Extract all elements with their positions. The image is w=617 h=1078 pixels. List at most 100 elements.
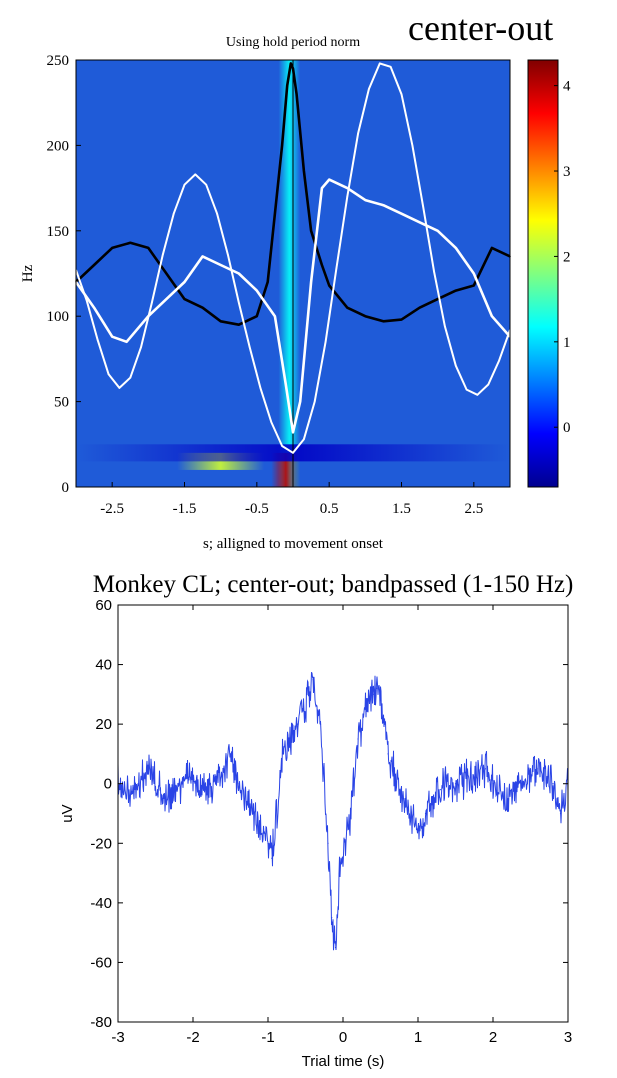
series-point xyxy=(281,445,283,447)
series-point xyxy=(418,221,421,224)
heatmap-chart: -2.5 -1.5 -0.5 0.5 1.5 2.5 0 50 100 150 200 250 Usin… xyxy=(20,35,571,552)
series-point xyxy=(183,298,186,300)
series-point xyxy=(444,325,446,328)
x-tick-label: 1.5 xyxy=(392,501,411,517)
signal-point xyxy=(342,857,344,859)
series-point xyxy=(183,281,186,283)
heatmap-feature xyxy=(278,60,301,487)
series-point xyxy=(129,241,132,244)
series-point xyxy=(465,388,468,391)
series-point xyxy=(411,144,414,147)
signal-point xyxy=(308,693,310,695)
series-point xyxy=(313,400,316,403)
series-point xyxy=(219,264,222,266)
series-point xyxy=(321,264,323,266)
signal-point xyxy=(492,783,494,785)
heatmap-x-axis-label: s; alligned to movement onset xyxy=(203,536,384,552)
series-point xyxy=(270,421,273,423)
y-tick-label: 50 xyxy=(54,395,69,411)
series-point xyxy=(400,212,403,215)
series-point xyxy=(284,383,287,386)
signal-point xyxy=(312,678,314,681)
signal-point xyxy=(229,753,232,755)
series-point xyxy=(256,315,258,318)
signal-point xyxy=(522,783,524,785)
series-point xyxy=(310,281,312,283)
signal-point xyxy=(327,842,329,844)
series-point xyxy=(303,438,305,440)
x-tick-label: -1.5 xyxy=(173,501,197,517)
series-point xyxy=(346,306,349,309)
series-point xyxy=(111,247,113,249)
signal-point xyxy=(192,777,194,779)
y-tick-label: -20 xyxy=(90,835,112,852)
series-point xyxy=(165,272,168,275)
series-point xyxy=(491,315,493,318)
signal-point xyxy=(207,789,209,791)
series-point xyxy=(454,289,457,292)
signal-point xyxy=(349,812,352,815)
series-line-white xyxy=(74,178,511,434)
series-point xyxy=(237,301,240,304)
series-point xyxy=(129,376,132,379)
colorbar xyxy=(527,59,559,488)
series-point xyxy=(86,300,88,302)
line-plot-frame xyxy=(117,604,569,1023)
series-point xyxy=(476,393,479,396)
colorbar-tick-label: 2 xyxy=(563,249,571,265)
series-point xyxy=(172,212,175,215)
series-point xyxy=(382,204,385,206)
series-point xyxy=(256,289,258,292)
series-point xyxy=(321,187,323,189)
series-point xyxy=(328,284,330,287)
signal-point xyxy=(417,827,419,829)
heatmap-title: Using hold period norm xyxy=(226,35,360,50)
series-point xyxy=(237,323,240,326)
series-point xyxy=(93,264,95,266)
x-tick-label: -3 xyxy=(111,1029,124,1046)
signal-point xyxy=(338,872,340,874)
signal-point xyxy=(537,768,539,770)
series-point xyxy=(266,281,269,283)
series-line-black xyxy=(75,62,511,327)
series-point xyxy=(364,199,367,201)
x-tick-label: 2.5 xyxy=(464,501,483,517)
x-tick-label: 0.5 xyxy=(320,501,339,517)
signal-point xyxy=(439,789,442,791)
series-point xyxy=(436,298,439,300)
series-point xyxy=(292,452,294,454)
series-point xyxy=(248,346,251,348)
x-tick-label: -2.5 xyxy=(100,501,124,517)
signal-point xyxy=(379,699,382,701)
series-point xyxy=(379,62,381,65)
signal-point xyxy=(252,812,254,815)
y-tick-label: 60 xyxy=(95,597,112,614)
series-point xyxy=(422,206,425,208)
x-tick-label: 3 xyxy=(564,1029,572,1046)
series-point xyxy=(111,335,113,338)
signal-point xyxy=(372,693,374,695)
series-point xyxy=(183,183,186,186)
signal-point xyxy=(424,812,427,815)
y-tick-label: 150 xyxy=(47,224,70,240)
series-point xyxy=(151,301,153,304)
signal-point xyxy=(454,783,457,785)
series-point xyxy=(274,212,276,215)
series-point xyxy=(400,318,403,321)
colorbar-tick-label: 1 xyxy=(563,335,571,351)
series-point xyxy=(107,373,110,376)
x-tick-label: -1 xyxy=(261,1029,274,1046)
series-point xyxy=(473,284,475,287)
series-point xyxy=(201,255,204,258)
series-point xyxy=(118,387,121,389)
series-point xyxy=(454,247,457,249)
signal-point xyxy=(319,723,322,725)
series-point xyxy=(201,306,204,309)
x-tick-label: -2 xyxy=(186,1029,199,1046)
series-point xyxy=(259,387,262,389)
y-tick-label: 20 xyxy=(95,716,112,733)
series-point xyxy=(165,298,168,300)
line-y-axis-label: uV xyxy=(59,804,76,822)
signal-point xyxy=(364,708,367,710)
x-tick-label: 1 xyxy=(414,1029,422,1046)
